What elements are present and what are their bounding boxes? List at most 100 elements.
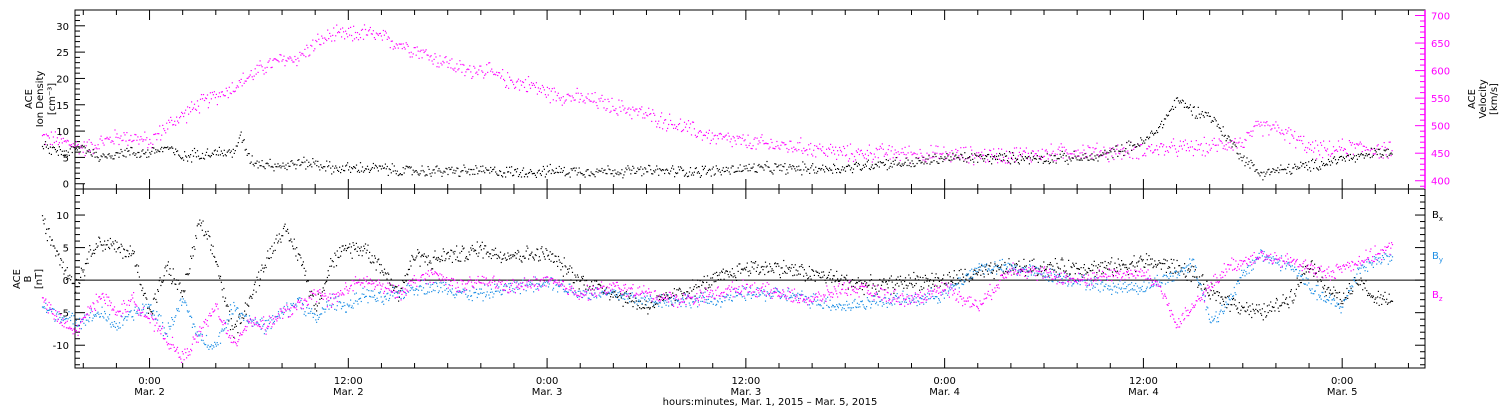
bx-series-point	[58, 253, 60, 255]
velocity-series-point	[1336, 150, 1339, 152]
bx-series-point	[246, 303, 248, 305]
velocity-series-point	[585, 96, 587, 98]
velocity-series-point	[557, 92, 559, 94]
velocity-series-point	[328, 38, 330, 40]
by-series-point	[327, 300, 329, 302]
density-series-point	[849, 169, 852, 171]
density-series-point	[48, 152, 50, 154]
by-series-point	[77, 325, 79, 327]
by-series-point	[192, 323, 194, 325]
velocity-series-point	[1072, 157, 1074, 159]
by-series-point	[298, 297, 300, 299]
bx-series-point	[755, 261, 757, 263]
velocity-series-point	[408, 52, 410, 54]
density-series-point	[552, 170, 554, 172]
density-series-point	[1260, 171, 1262, 173]
bx-series-point	[484, 245, 486, 247]
velocity-series-point	[592, 101, 594, 103]
velocity-series-point	[82, 151, 84, 153]
velocity-series-point	[271, 66, 273, 68]
velocity-series-point	[326, 39, 328, 42]
bx-series-point	[304, 274, 306, 276]
bx-series-point	[292, 248, 294, 250]
bx-series-point	[308, 295, 310, 297]
velocity-series-point	[256, 64, 258, 66]
velocity-series-point	[392, 48, 394, 50]
density-series-point	[1231, 146, 1233, 148]
bx-series-point	[978, 269, 980, 271]
bx-series-point	[354, 248, 356, 251]
density-series-point	[412, 169, 414, 171]
bx-series-point	[218, 275, 220, 277]
density-series-point	[255, 162, 257, 164]
velocity-series-point	[726, 139, 728, 141]
velocity-series-point	[237, 86, 239, 88]
bx-series-point	[823, 274, 825, 276]
velocity-series-point	[111, 140, 113, 142]
velocity-series-point	[1179, 140, 1181, 142]
density-series-point	[1019, 154, 1021, 156]
velocity-series-point	[445, 56, 447, 58]
density-series-point	[1228, 136, 1230, 138]
by-series-point	[290, 303, 292, 305]
bx-series-point	[204, 234, 206, 236]
velocity-series-point	[1346, 153, 1348, 155]
bx-series-point	[779, 277, 781, 279]
density-series-point	[1136, 146, 1138, 148]
bx-series-point	[1075, 262, 1077, 264]
density-series-point	[557, 172, 559, 174]
bx-series-point	[122, 257, 124, 259]
density-series-point	[909, 162, 911, 164]
velocity-series-point	[1318, 150, 1320, 152]
bx-series-point	[190, 255, 192, 257]
by-series-point	[191, 326, 193, 328]
bx-series-point	[624, 301, 627, 303]
density-series-point	[405, 165, 407, 167]
density-series-point	[1356, 158, 1358, 160]
bx-series-point	[408, 268, 410, 270]
density-series-point	[603, 169, 605, 171]
density-series-point	[1342, 156, 1344, 158]
density-series-point	[1126, 141, 1128, 144]
velocity-series-point	[641, 106, 643, 108]
density-series-point	[1091, 153, 1093, 155]
bx-series-point	[1131, 261, 1133, 263]
bx-series-point	[562, 266, 564, 268]
density-series-point	[1371, 156, 1373, 158]
velocity-series-point	[577, 92, 579, 94]
by-series-point	[240, 312, 242, 315]
velocity-series-point	[489, 62, 491, 64]
density-series-point	[526, 176, 529, 178]
bx-series-point	[630, 301, 632, 303]
bx-series-point	[251, 297, 253, 299]
velocity-series-point	[1033, 155, 1035, 157]
density-series-point	[1281, 169, 1283, 171]
velocity-series-point	[391, 40, 393, 42]
velocity-series-point	[314, 48, 316, 50]
density-series-point	[984, 158, 986, 160]
bx-series-point	[1024, 265, 1026, 267]
bx-series-point	[1296, 277, 1298, 279]
bx-series-point	[576, 280, 578, 282]
velocity-series-point	[1247, 132, 1249, 134]
bx-series-point	[493, 249, 495, 251]
density-series-point	[219, 154, 221, 156]
density-series-point	[508, 171, 510, 173]
velocity-series-point	[652, 109, 654, 111]
density-series-point	[1100, 154, 1102, 156]
density-series-point	[569, 176, 571, 178]
velocity-series-point	[253, 75, 255, 77]
velocity-series-point	[545, 96, 547, 98]
density-series-point	[389, 169, 391, 171]
bx-series-point	[778, 265, 780, 267]
bx-series-point	[316, 305, 318, 307]
by-series-point	[100, 313, 102, 315]
bx-series-point	[1327, 287, 1329, 289]
by-series-point	[184, 300, 186, 302]
by-series-point	[219, 332, 221, 334]
bx-series-point	[533, 257, 535, 259]
velocity-series-point	[186, 122, 188, 124]
bx-series-point	[291, 241, 293, 243]
density-series-point	[362, 171, 365, 173]
density-series-point	[556, 171, 558, 173]
